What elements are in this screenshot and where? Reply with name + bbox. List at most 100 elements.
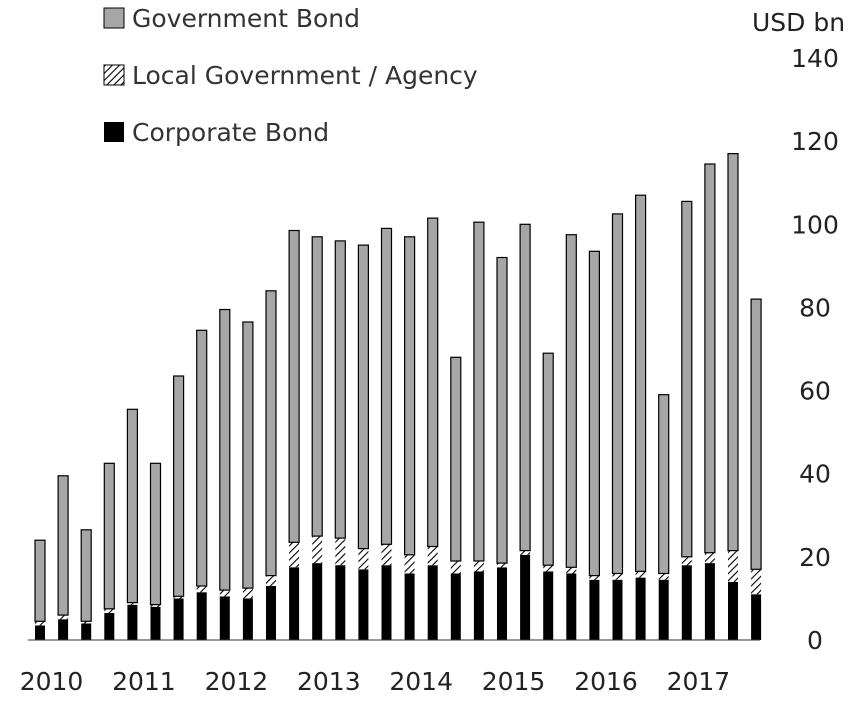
bar-segment-government-bond	[357, 244, 369, 550]
bar-segment-local-government-agency	[127, 602, 138, 605]
bar-segment-government-bond	[265, 290, 277, 577]
bar-segment-government-bond	[242, 321, 254, 589]
y-tick-label: 140	[791, 44, 839, 73]
bar-segment-government-bond	[634, 194, 647, 573]
bar-segment-local-government-agency	[681, 556, 692, 566]
bar-segment-government-bond	[126, 408, 139, 604]
bar-segment-government-bond	[658, 394, 670, 575]
bar-segment-government-bond	[80, 529, 92, 622]
bar-segment-corporate-bond	[704, 563, 715, 640]
bar-segment-local-government-agency	[450, 561, 461, 574]
bar-segment-corporate-bond	[635, 577, 646, 640]
bar-segment-corporate-bond	[381, 565, 392, 640]
x-tick-label: 2011	[112, 667, 176, 696]
legend-swatch-government-bond	[103, 7, 125, 29]
bar-segment-local-government-agency	[612, 573, 623, 580]
bar-segment-corporate-bond	[127, 604, 138, 640]
bar-segment-local-government-agency	[635, 571, 646, 578]
bar-segment-government-bond	[219, 308, 231, 591]
bar-segment-corporate-bond	[728, 581, 738, 640]
bar-segment-government-bond	[334, 240, 346, 539]
bar-segment-corporate-bond	[219, 596, 230, 640]
bar-segment-government-bond	[519, 223, 531, 552]
bar-segment-local-government-agency	[404, 554, 415, 574]
x-tick-label: 2015	[482, 667, 546, 696]
bar-segment-government-bond	[542, 352, 554, 566]
bar-segment-corporate-bond	[35, 625, 45, 640]
bar-segment-corporate-bond	[450, 573, 461, 640]
bar-segment-local-government-agency	[104, 608, 115, 613]
x-tick-label: 2017	[667, 667, 731, 696]
legend-label-corporate-bond: Corporate Bond	[132, 118, 329, 147]
bar-segment-local-government-agency	[219, 590, 230, 597]
bar-segment-corporate-bond	[427, 565, 438, 640]
bar-segment-government-bond	[149, 462, 162, 606]
bar-segment-local-government-agency	[58, 615, 69, 620]
bar-segment-corporate-bond	[173, 598, 184, 640]
bar-segment-government-bond	[750, 298, 762, 570]
bar-segment-corporate-bond	[358, 569, 369, 640]
bar-segment-government-bond	[496, 256, 508, 564]
bar-segment-government-bond	[681, 200, 693, 558]
bar-segment-local-government-agency	[35, 621, 45, 626]
x-tick-label: 2012	[205, 667, 269, 696]
bar-segment-corporate-bond	[289, 567, 300, 641]
bar-segment-local-government-agency	[658, 573, 669, 580]
bar-segment-local-government-agency	[381, 544, 392, 566]
bar-segment-corporate-bond	[566, 573, 577, 640]
y-tick-label: 20	[799, 543, 831, 572]
y-axis-unit-label: USD bn	[752, 8, 845, 37]
bar-segment-government-bond	[404, 236, 416, 556]
bar-segment-local-government-agency	[751, 569, 762, 595]
y-axis-ticks: 0 20 40 60 80 100 120 140	[791, 44, 839, 655]
bar-segment-government-bond	[311, 236, 323, 537]
bar-segment-local-government-agency	[289, 542, 300, 568]
bar-segment-local-government-agency	[427, 546, 438, 566]
bar-segment-government-bond	[57, 475, 69, 616]
bar-segment-corporate-bond	[266, 586, 276, 640]
bar-segment-local-government-agency	[242, 588, 253, 599]
x-tick-label: 2016	[574, 667, 638, 696]
bar-segment-government-bond	[288, 229, 300, 543]
x-tick-label: 2013	[297, 667, 361, 696]
bar-segment-local-government-agency	[589, 575, 600, 580]
bar-segment-corporate-bond	[751, 594, 762, 640]
bar-segment-corporate-bond	[104, 613, 115, 640]
legend-label-local-government-agency: Local Government / Agency	[132, 61, 478, 90]
y-tick-label: 0	[807, 626, 823, 655]
y-tick-label: 60	[799, 377, 831, 406]
bars	[28, 153, 762, 641]
bar-segment-corporate-bond	[242, 598, 253, 640]
bar-segment-corporate-bond	[681, 565, 692, 640]
bar-segment-corporate-bond	[612, 579, 623, 640]
bar-segment-corporate-bond	[658, 579, 669, 640]
bar-segment-local-government-agency	[150, 604, 161, 607]
bar-segment-local-government-agency	[497, 563, 507, 568]
bar-segment-corporate-bond	[81, 623, 92, 640]
bar-segment-government-bond	[34, 539, 46, 622]
y-tick-label: 120	[791, 127, 839, 156]
x-axis-ticks: 2010 2011 2012 2013 2014 2015 2016 2017	[20, 667, 731, 696]
bar-segment-local-government-agency	[473, 561, 484, 572]
bar-segment-government-bond	[173, 375, 185, 597]
legend-swatch-local-government-agency	[103, 64, 125, 86]
y-tick-label: 100	[791, 210, 839, 239]
bar-segment-government-bond	[196, 329, 208, 587]
bar-segment-corporate-bond	[473, 571, 484, 640]
bar-segment-corporate-bond	[520, 554, 531, 640]
bar-segment-corporate-bond	[543, 571, 554, 640]
bar-segment-local-government-agency	[335, 538, 346, 566]
bar-segment-local-government-agency	[358, 548, 369, 570]
bar-segment-government-bond	[103, 462, 115, 610]
bar-segment-corporate-bond	[404, 573, 415, 640]
bar-segment-corporate-bond	[196, 592, 207, 640]
bar-segment-government-bond	[473, 221, 485, 562]
bar-segment-local-government-agency	[81, 621, 92, 624]
bar-segment-corporate-bond	[335, 565, 346, 640]
bar-segment-local-government-agency	[520, 550, 531, 555]
bar-segment-government-bond	[427, 217, 439, 548]
bar-segment-corporate-bond	[497, 567, 507, 641]
bar-segment-local-government-agency	[173, 596, 184, 599]
y-tick-label: 80	[799, 293, 831, 322]
